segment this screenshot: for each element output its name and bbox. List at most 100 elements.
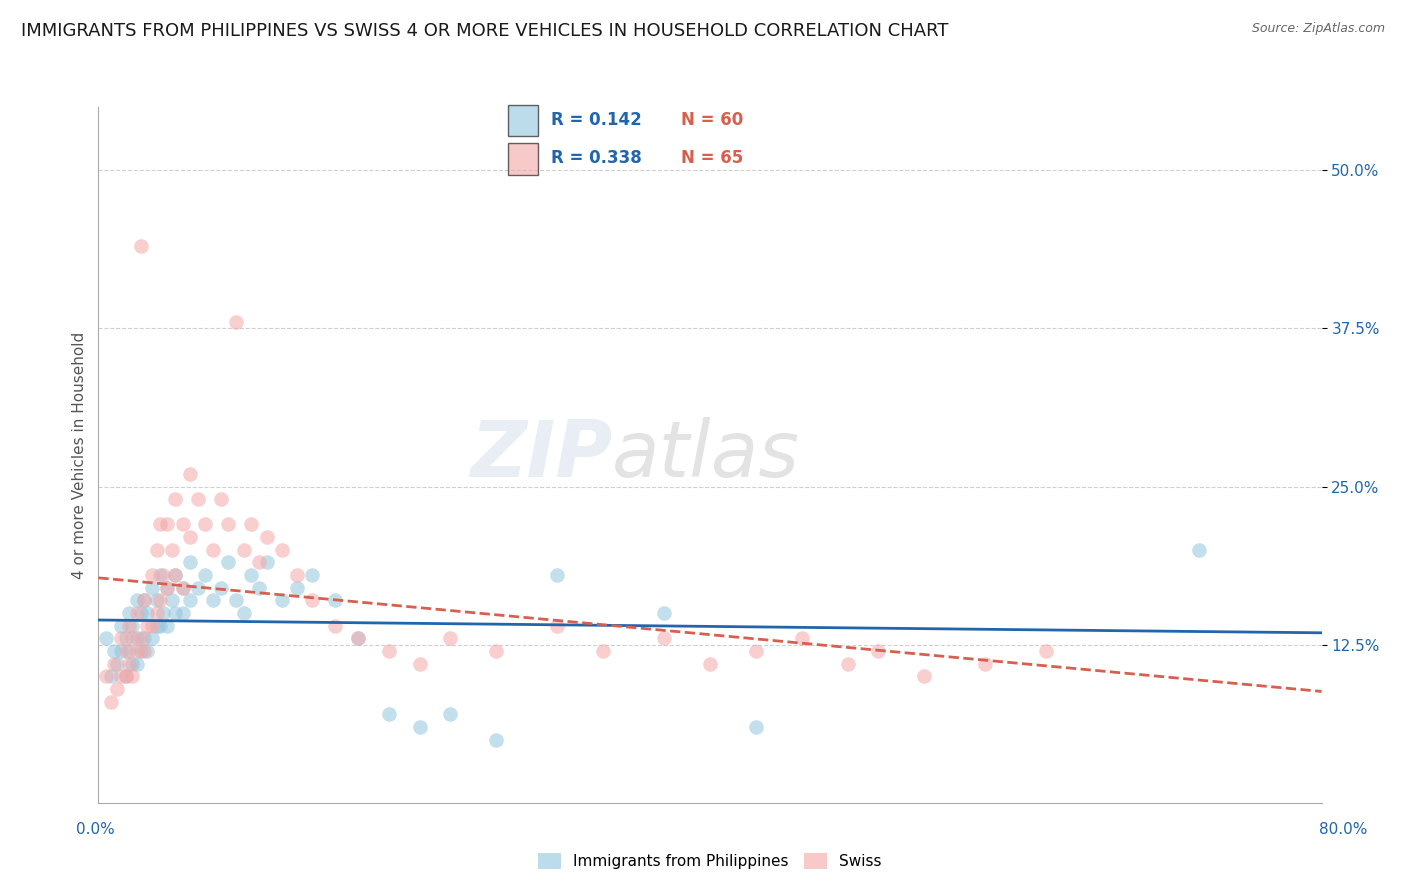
- Point: [974, 657, 997, 671]
- Point: [129, 606, 152, 620]
- Point: [592, 644, 614, 658]
- Point: [136, 618, 159, 632]
- Point: [141, 632, 163, 646]
- Text: N = 65: N = 65: [681, 149, 742, 167]
- Point: [121, 632, 143, 646]
- Point: [325, 618, 347, 632]
- Point: [408, 720, 430, 734]
- Text: IMMIGRANTS FROM PHILIPPINES VS SWISS 4 OR MORE VEHICLES IN HOUSEHOLD CORRELATION: IMMIGRANTS FROM PHILIPPINES VS SWISS 4 O…: [21, 22, 949, 40]
- Point: [156, 581, 179, 595]
- Point: [121, 618, 143, 632]
- Point: [110, 644, 132, 658]
- Point: [121, 669, 143, 683]
- Point: [256, 556, 278, 570]
- Point: [100, 669, 122, 683]
- Point: [145, 593, 167, 607]
- Point: [378, 707, 401, 722]
- Point: [103, 657, 125, 671]
- Point: [745, 644, 768, 658]
- Point: [141, 581, 163, 595]
- Point: [270, 542, 292, 557]
- Point: [912, 669, 935, 683]
- Point: [546, 618, 568, 632]
- Point: [187, 581, 209, 595]
- Point: [115, 632, 138, 646]
- Point: [94, 669, 117, 683]
- Point: [134, 632, 156, 646]
- Point: [232, 542, 254, 557]
- Point: [156, 581, 179, 595]
- Point: [145, 618, 167, 632]
- Point: [1188, 542, 1211, 557]
- Point: [125, 632, 148, 646]
- Point: [115, 644, 138, 658]
- Point: [134, 593, 156, 607]
- Point: [110, 669, 132, 683]
- Point: [209, 581, 232, 595]
- Point: [485, 732, 508, 747]
- Point: [187, 492, 209, 507]
- Point: [179, 593, 201, 607]
- Point: [232, 606, 254, 620]
- Point: [94, 632, 117, 646]
- Point: [247, 581, 270, 595]
- Point: [256, 530, 278, 544]
- Point: [301, 568, 323, 582]
- Point: [100, 695, 122, 709]
- Point: [149, 618, 172, 632]
- Point: [156, 618, 179, 632]
- Point: [163, 606, 186, 620]
- Point: [301, 593, 323, 607]
- Point: [439, 632, 461, 646]
- Text: Source: ZipAtlas.com: Source: ZipAtlas.com: [1251, 22, 1385, 36]
- Point: [149, 568, 172, 582]
- Point: [546, 568, 568, 582]
- Point: [270, 593, 292, 607]
- Point: [194, 517, 217, 532]
- Point: [172, 581, 194, 595]
- Point: [378, 644, 401, 658]
- Point: [347, 632, 370, 646]
- Point: [136, 644, 159, 658]
- Point: [110, 618, 132, 632]
- Point: [141, 568, 163, 582]
- Point: [118, 644, 141, 658]
- Point: [247, 556, 270, 570]
- Point: [194, 568, 217, 582]
- Text: 0.0%: 0.0%: [76, 822, 115, 837]
- Text: 80.0%: 80.0%: [1319, 822, 1367, 837]
- Point: [145, 606, 167, 620]
- Point: [652, 606, 675, 620]
- Point: [129, 239, 152, 253]
- Point: [149, 517, 172, 532]
- Point: [163, 568, 186, 582]
- Point: [745, 720, 768, 734]
- Point: [121, 657, 143, 671]
- Point: [103, 644, 125, 658]
- Point: [145, 542, 167, 557]
- Point: [125, 644, 148, 658]
- Point: [125, 593, 148, 607]
- Point: [134, 644, 156, 658]
- Point: [225, 593, 247, 607]
- Point: [439, 707, 461, 722]
- Point: [172, 606, 194, 620]
- Point: [217, 517, 239, 532]
- Point: [163, 568, 186, 582]
- Point: [347, 632, 370, 646]
- Text: atlas: atlas: [612, 417, 800, 493]
- Point: [285, 568, 308, 582]
- Point: [790, 632, 813, 646]
- Point: [225, 315, 247, 329]
- Text: ZIP: ZIP: [470, 417, 612, 493]
- Point: [136, 606, 159, 620]
- Point: [179, 530, 201, 544]
- Point: [868, 644, 890, 658]
- Point: [172, 517, 194, 532]
- Point: [837, 657, 859, 671]
- Point: [160, 593, 183, 607]
- Point: [110, 632, 132, 646]
- Point: [115, 669, 138, 683]
- Point: [118, 657, 141, 671]
- Point: [105, 681, 128, 696]
